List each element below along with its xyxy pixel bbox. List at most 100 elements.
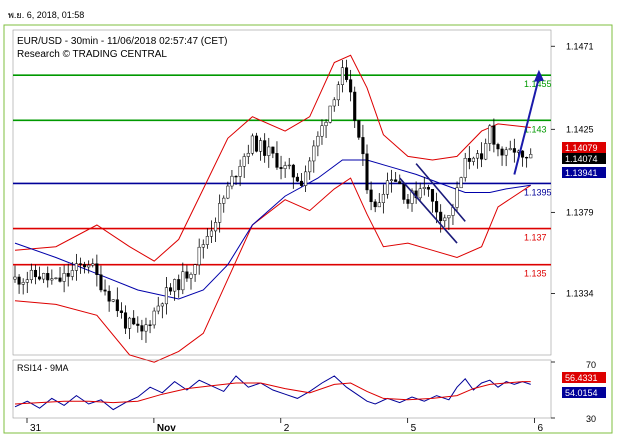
candle bbox=[291, 163, 295, 189]
candle-body bbox=[308, 160, 312, 173]
candle bbox=[17, 274, 21, 294]
candle bbox=[279, 155, 283, 180]
candle-body bbox=[353, 91, 357, 121]
candle bbox=[222, 195, 226, 213]
candle-body bbox=[340, 67, 344, 85]
candle-body bbox=[83, 264, 87, 268]
candle-body bbox=[50, 278, 54, 281]
candle-body bbox=[381, 193, 385, 203]
candle-body bbox=[349, 79, 353, 93]
candle bbox=[54, 277, 58, 280]
candle-body bbox=[287, 164, 291, 167]
candle bbox=[267, 137, 271, 168]
candle-body bbox=[357, 120, 361, 138]
candle bbox=[74, 253, 78, 281]
candle-body bbox=[316, 135, 320, 147]
candle-body bbox=[447, 215, 451, 219]
candle bbox=[447, 215, 451, 231]
candle bbox=[381, 184, 385, 214]
candle-body bbox=[128, 317, 132, 329]
candle-body bbox=[91, 263, 95, 266]
candle bbox=[471, 156, 475, 166]
candle bbox=[132, 310, 136, 326]
candle bbox=[361, 124, 365, 166]
candle bbox=[33, 264, 38, 285]
candle bbox=[418, 182, 422, 202]
candle bbox=[185, 265, 189, 282]
time-tick-label: Nov bbox=[157, 423, 176, 434]
projection-arrow-shaft bbox=[513, 77, 540, 175]
projection-arrow-head bbox=[533, 69, 544, 82]
candle-body bbox=[254, 135, 259, 152]
candle bbox=[475, 149, 480, 169]
candle-body bbox=[525, 157, 529, 159]
candle-body bbox=[508, 148, 512, 151]
candle-body bbox=[475, 153, 480, 159]
candle bbox=[480, 142, 484, 168]
candle-body bbox=[234, 175, 238, 178]
rsi-series-line bbox=[14, 381, 531, 405]
candle bbox=[201, 239, 205, 259]
candle bbox=[488, 124, 492, 152]
candle bbox=[525, 156, 529, 168]
bollinger-bands bbox=[14, 54, 531, 363]
candle bbox=[304, 165, 308, 193]
level-label: 1.135 bbox=[524, 269, 547, 279]
candle bbox=[508, 140, 512, 151]
candle-body bbox=[21, 282, 25, 285]
candle-body bbox=[455, 187, 459, 208]
candle bbox=[373, 199, 377, 213]
candle bbox=[320, 119, 324, 145]
candle bbox=[115, 287, 119, 317]
candle-body bbox=[74, 263, 78, 271]
candle-body bbox=[119, 310, 123, 313]
candle bbox=[390, 169, 394, 193]
candle-body bbox=[29, 269, 33, 280]
candle bbox=[394, 171, 398, 182]
research-source: Research © TRADING CENTRAL bbox=[17, 49, 167, 60]
candle bbox=[254, 132, 259, 153]
candle bbox=[271, 146, 275, 159]
candle-body bbox=[177, 279, 181, 291]
candle-body bbox=[66, 273, 70, 277]
candle-body bbox=[156, 305, 160, 312]
price-tick-label: 1.1425 bbox=[566, 124, 594, 134]
candle bbox=[443, 214, 447, 227]
candle-body bbox=[259, 140, 263, 152]
level-label: 1.137 bbox=[524, 233, 547, 243]
candle bbox=[439, 204, 443, 233]
candle bbox=[455, 181, 459, 212]
rsi-axis: 70 30 bbox=[551, 360, 596, 424]
candle-body bbox=[295, 176, 299, 182]
channel-line bbox=[399, 177, 458, 244]
candle bbox=[250, 133, 254, 156]
candle-body bbox=[193, 264, 197, 275]
candle bbox=[173, 278, 177, 301]
candle bbox=[66, 263, 70, 287]
candle-body bbox=[197, 246, 201, 265]
candle bbox=[377, 193, 381, 208]
candle-body bbox=[42, 273, 46, 280]
candle bbox=[58, 266, 62, 283]
candle-body bbox=[46, 273, 50, 281]
candle-body bbox=[25, 279, 29, 283]
rsi-value-text: 56.4331 bbox=[565, 373, 598, 383]
candle bbox=[328, 105, 332, 124]
candle-body bbox=[496, 144, 500, 150]
candle-body bbox=[504, 149, 508, 156]
candle-body bbox=[443, 217, 447, 222]
candle bbox=[148, 320, 152, 334]
candle bbox=[242, 153, 246, 179]
candle-body bbox=[87, 264, 91, 268]
candle bbox=[87, 260, 91, 274]
candle bbox=[336, 81, 340, 106]
candle bbox=[238, 159, 242, 187]
candle bbox=[332, 97, 336, 112]
candle bbox=[189, 272, 193, 290]
candle bbox=[357, 120, 361, 140]
candle-body bbox=[365, 153, 369, 191]
candle bbox=[275, 141, 279, 170]
